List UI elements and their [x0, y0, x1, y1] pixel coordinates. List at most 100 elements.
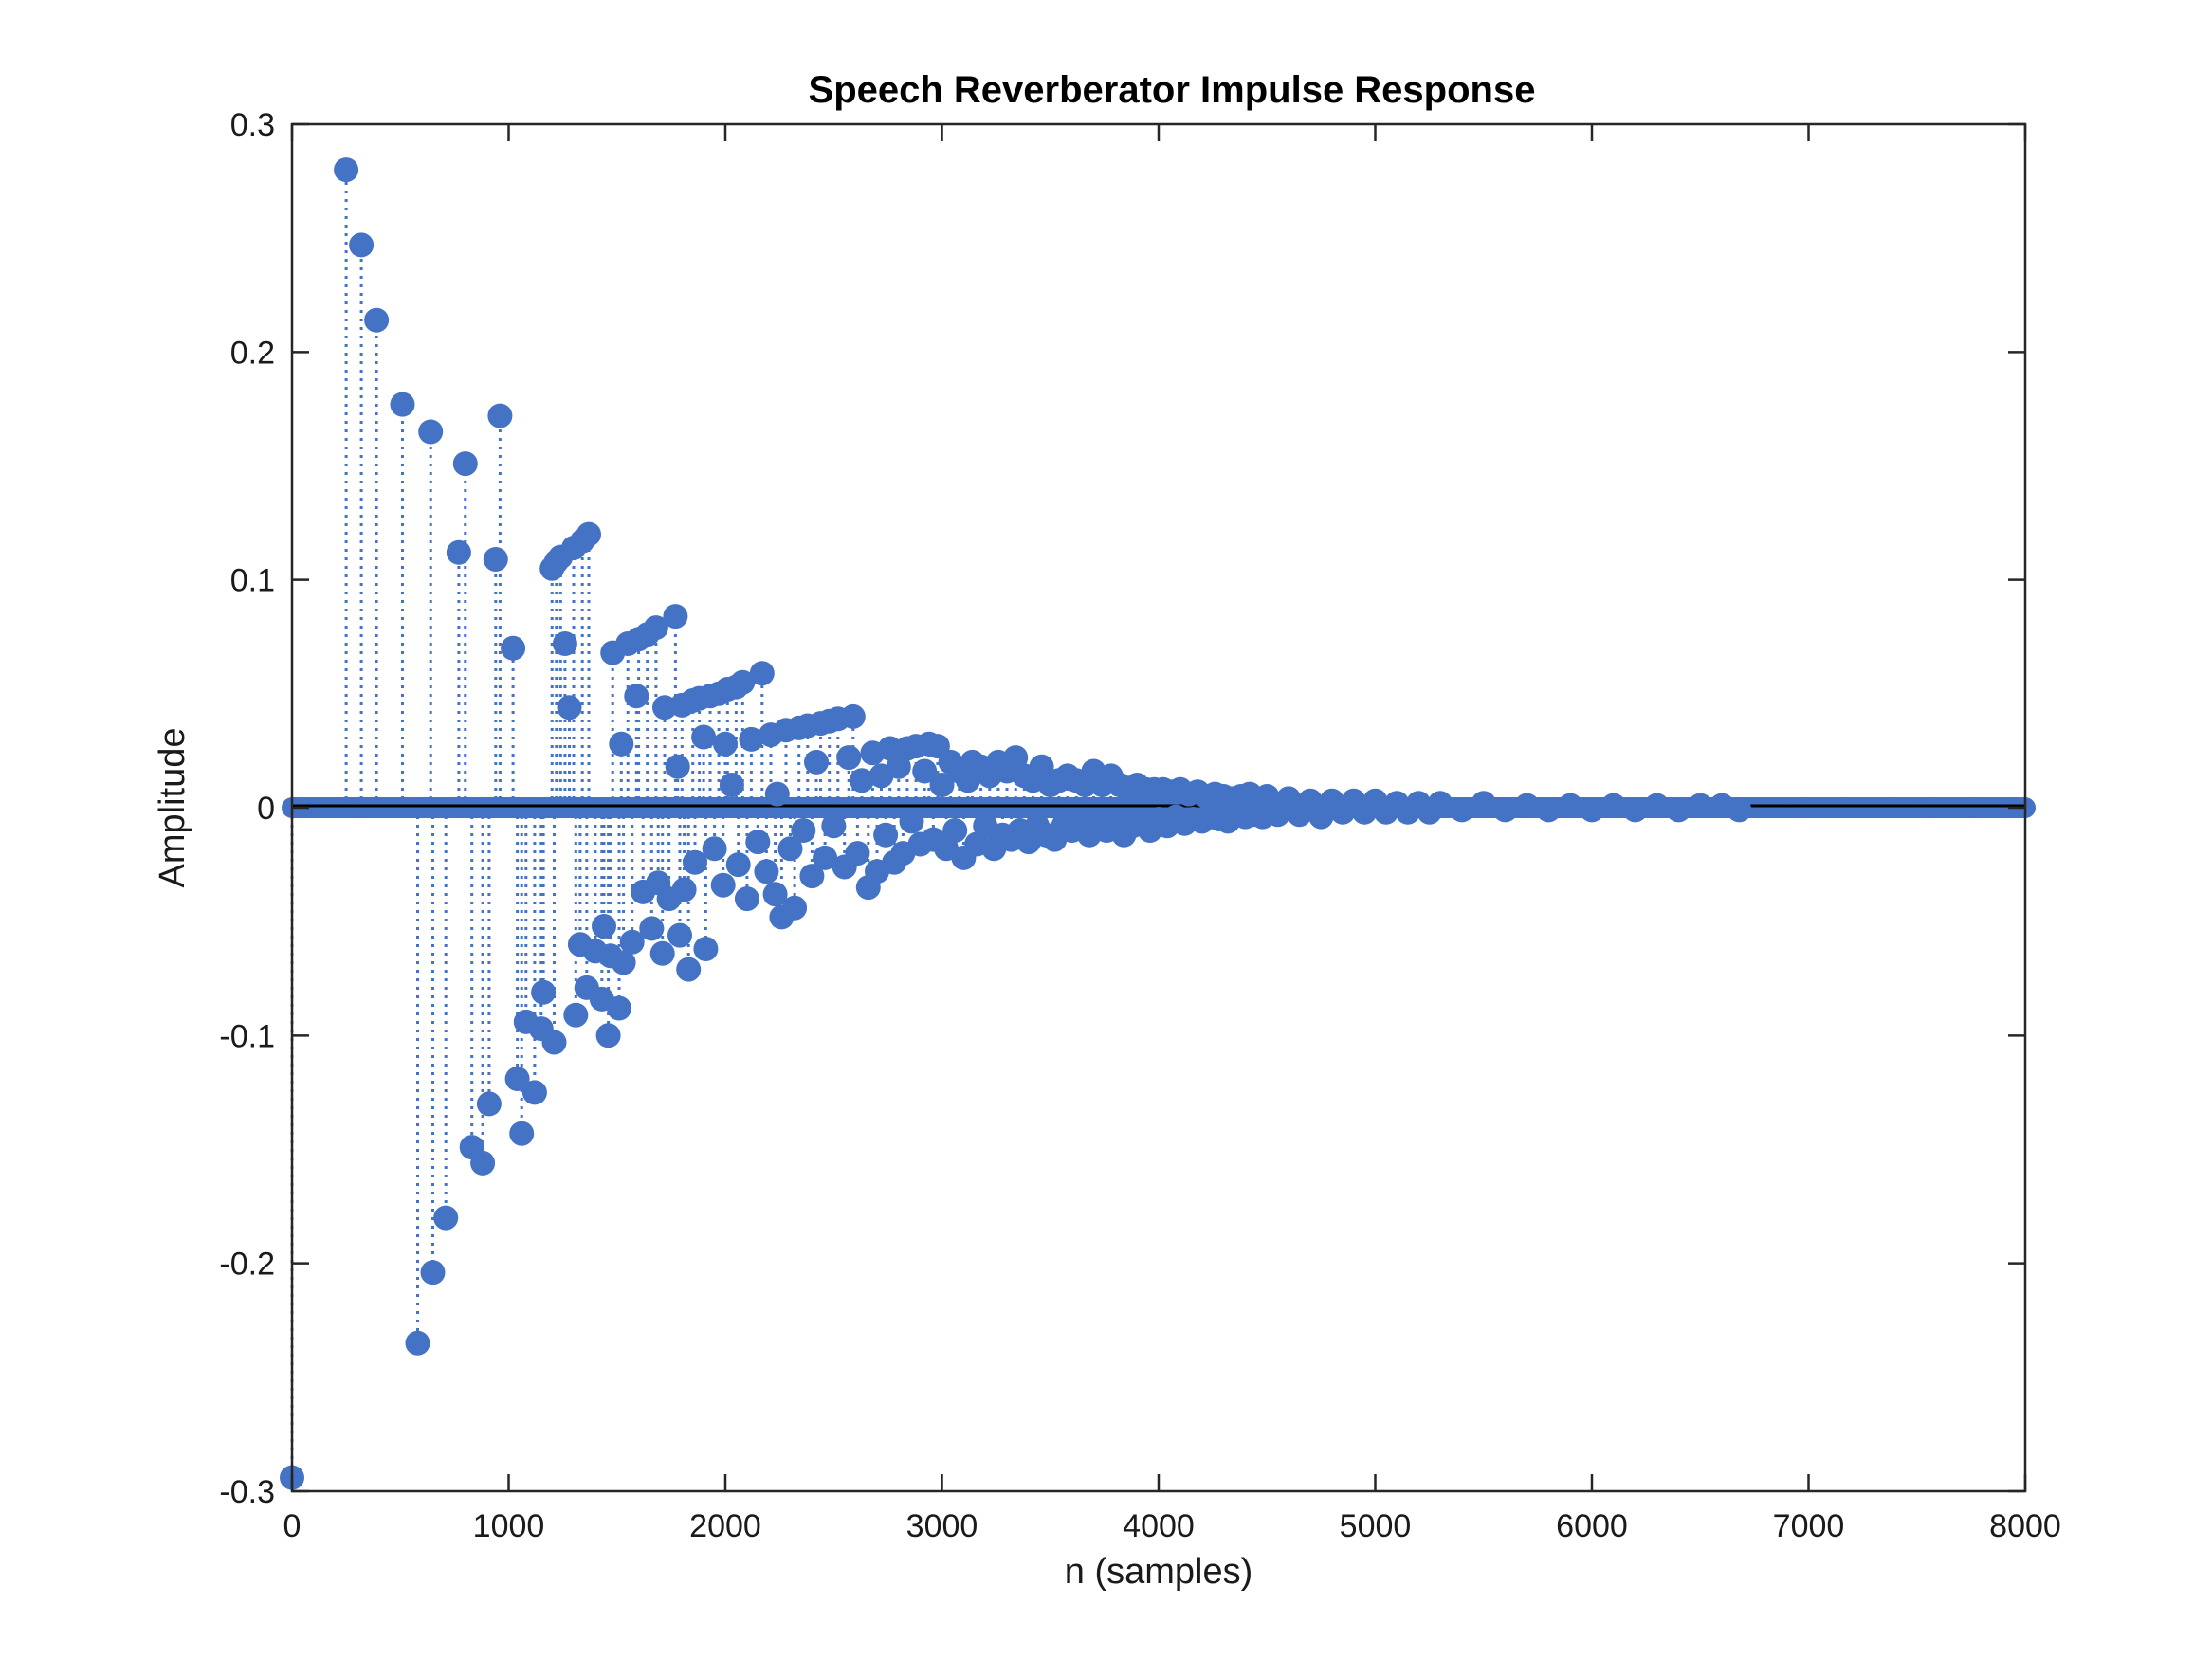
stem-marker [619, 929, 645, 955]
stem-marker [420, 1260, 446, 1285]
stem-marker [739, 726, 764, 752]
stem-marker [676, 957, 702, 982]
stem-marker [713, 731, 738, 757]
y-tick-label: 0.3 [230, 107, 275, 143]
stem-marker [777, 836, 803, 862]
stem-marker [804, 749, 829, 775]
x-tick-label: 0 [283, 1508, 302, 1544]
stem-marker [334, 157, 359, 183]
stem-marker [607, 995, 631, 1021]
stem-marker [487, 403, 513, 428]
stem-marker [813, 845, 838, 870]
stem-marker [782, 895, 808, 921]
stem-marker [764, 781, 790, 807]
stem-marker [483, 547, 508, 572]
chart-title: Speech Reverberator Impulse Response [809, 69, 1536, 111]
x-axis-label: n (samples) [1065, 1552, 1253, 1592]
stem-marker [1688, 793, 1713, 818]
stem-marker [791, 818, 816, 843]
stem-marker [691, 724, 717, 750]
x-tick-label: 5000 [1340, 1508, 1412, 1544]
stem-marker [1471, 791, 1496, 816]
x-tick-label: 2000 [689, 1508, 761, 1544]
x-tick-label: 6000 [1556, 1508, 1628, 1544]
stem-marker [671, 877, 697, 902]
data-markers [280, 157, 1752, 1490]
stem-marker [576, 521, 601, 547]
y-axis-label: Amplitude [153, 728, 192, 888]
stem-marker [531, 979, 557, 1005]
stem-marker [1600, 793, 1626, 818]
stem-marker [639, 916, 665, 941]
stem-marker [433, 1205, 459, 1231]
stem-marker [364, 307, 390, 333]
stem-marker [942, 818, 968, 843]
stem-marker [563, 1002, 589, 1028]
stem-marker [734, 886, 759, 912]
stem-marker [710, 872, 736, 898]
stem-marker [899, 809, 924, 834]
stem-marker [1644, 793, 1670, 818]
stem-marker [1492, 797, 1518, 823]
stem-marker [1003, 745, 1029, 771]
stem-marker [521, 1080, 547, 1105]
stem-marker [592, 914, 616, 939]
y-tick-label: -0.1 [219, 1018, 275, 1054]
stem-marker [702, 836, 727, 862]
x-tick-label: 4000 [1123, 1508, 1195, 1544]
y-tick-labels: -0.3 -0.2 -0.1 0 0.1 0.2 0.3 [219, 107, 275, 1510]
stem-marker [845, 841, 870, 866]
stem-marker [821, 813, 847, 839]
stem-marker [476, 1091, 502, 1117]
stem-marker [643, 615, 668, 641]
stem-marker [1580, 797, 1604, 823]
y-tick-label: -0.3 [219, 1474, 275, 1510]
stem-marker [1727, 797, 1752, 823]
stem-marker [509, 1121, 535, 1146]
stem-marker [418, 419, 444, 445]
y-tick-label: 0.2 [230, 335, 275, 371]
stem-marker [850, 768, 874, 793]
stem-marker [1514, 793, 1540, 818]
stem-marker [1254, 784, 1280, 809]
stem-marker [840, 703, 866, 729]
stem-marker [504, 1066, 530, 1091]
stem-marker [624, 684, 649, 709]
tick-marks [290, 122, 2027, 1493]
stem-marker [1622, 797, 1648, 823]
x-tick-label: 7000 [1773, 1508, 1845, 1544]
stem-marker [730, 669, 756, 695]
stem-marker [611, 950, 636, 975]
stem-marker [749, 661, 775, 686]
stem-marker [541, 1030, 567, 1055]
x-tick-labels: 0 1000 2000 3000 4000 5000 6000 7000 8000 [283, 1508, 2061, 1544]
stem-marker [719, 773, 744, 797]
x-tick-label: 8000 [1989, 1508, 2061, 1544]
y-tick-label: 0.1 [230, 563, 275, 599]
stem-marker [595, 1023, 621, 1048]
stem-marker [446, 539, 471, 565]
stem-marker [1449, 797, 1474, 823]
stem-marker [799, 864, 825, 889]
stem-marker [501, 635, 526, 661]
stem-marker [665, 754, 690, 779]
stem-marker [725, 852, 751, 878]
stem-marker [1666, 797, 1691, 823]
stem-marker [762, 882, 788, 907]
stem-marker [683, 849, 707, 875]
stem-marker [552, 631, 577, 656]
stem-marker [557, 695, 582, 720]
y-tick-label: -0.2 [219, 1247, 275, 1283]
stem-marker [873, 822, 899, 848]
stem-marker [1428, 791, 1453, 816]
stem-marker [405, 1330, 430, 1356]
stem-marker [693, 937, 719, 961]
stem-marker [912, 758, 938, 784]
stem-marker [754, 859, 779, 884]
x-tick-label: 3000 [906, 1508, 978, 1544]
stem-marker [745, 830, 771, 855]
stem-marker [470, 1150, 496, 1176]
x-tick-label: 1000 [473, 1508, 545, 1544]
stem-marker [1558, 793, 1583, 818]
